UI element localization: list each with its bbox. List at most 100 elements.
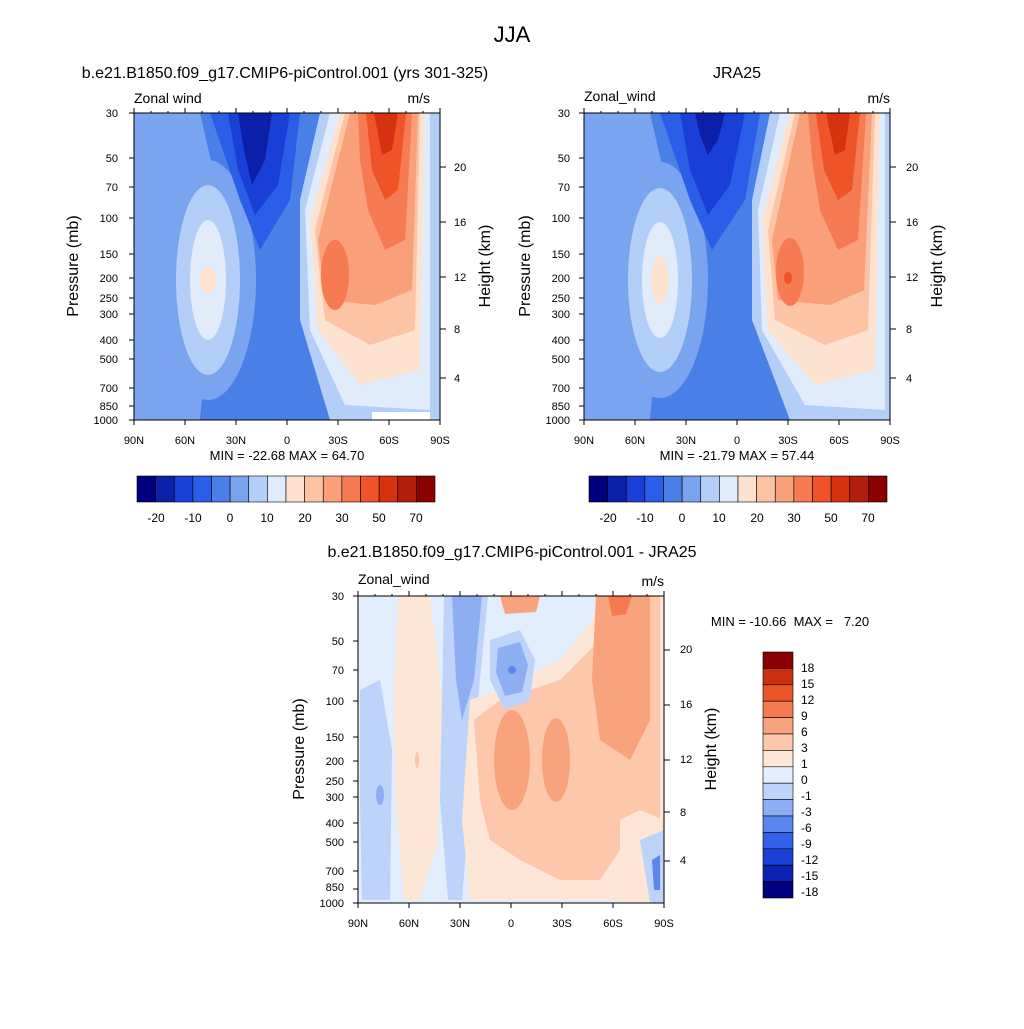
colorbar-bin <box>737 475 757 503</box>
y-tick-100: 100 <box>552 213 570 225</box>
x-tick-90n: 90N <box>348 918 368 930</box>
x-tick-60s: 60S <box>603 918 623 930</box>
colorbar-bin <box>607 475 627 503</box>
field-blob-5 <box>500 596 540 614</box>
x-tick-90s: 90S <box>430 435 450 447</box>
colorbar-bin <box>762 766 794 784</box>
x-tick-30n: 30N <box>450 918 470 930</box>
y-tick-700: 700 <box>552 383 570 395</box>
y-tick-50: 50 <box>558 153 570 165</box>
y2-tick-4: 4 <box>680 855 686 867</box>
colorbar-bin <box>762 651 794 669</box>
x-tick-30s: 30S <box>552 918 572 930</box>
x-tick-90n: 90N <box>124 435 144 447</box>
colorbar-bin <box>762 864 794 882</box>
panel-diff-y2-ticks: 20 16 12 8 4 <box>680 644 692 867</box>
y-tick-500: 500 <box>552 354 570 366</box>
panel-obs-units: m/s <box>867 90 890 106</box>
colorbar-bin <box>625 475 646 503</box>
field-blob-4 <box>608 596 632 616</box>
x-tick-30n: 30N <box>226 435 246 447</box>
field-band-4 <box>452 596 482 720</box>
y2-tick-8: 8 <box>454 324 460 336</box>
panel-obs-colorbar-labels: -20 -10 0 10 20 30 50 70 <box>599 511 875 525</box>
cbar-label-3: 0 <box>227 511 234 525</box>
field-spot-1 <box>376 785 384 805</box>
y-tick-850: 850 <box>100 401 118 413</box>
cbar-label-neg1: -1 <box>801 789 812 803</box>
x-tick-60n: 60N <box>399 918 419 930</box>
panel-diff-colorbar-labels: 18 15 12 9 6 3 1 0 -1 -3 -6 -9 -12 -15 -… <box>801 661 819 899</box>
cbar-label-8: 70 <box>409 511 423 525</box>
y-tick-250: 250 <box>326 776 344 788</box>
field-westerly-7 <box>321 240 349 310</box>
y-tick-200: 200 <box>552 273 570 285</box>
cbar-label-4: 10 <box>712 511 726 525</box>
cbar-label-12: 12 <box>801 693 815 707</box>
y-tick-100: 100 <box>326 696 344 708</box>
y-tick-400: 400 <box>552 335 570 347</box>
field-low-core <box>508 666 516 674</box>
y-tick-50: 50 <box>332 636 344 648</box>
colorbar-bin <box>762 684 794 702</box>
y-tick-300: 300 <box>100 309 118 321</box>
field-westerly-8 <box>366 113 406 200</box>
cbar-label-neg9: -9 <box>801 837 812 851</box>
cbar-label-1: -20 <box>147 511 165 525</box>
cbar-label-3: 0 <box>679 511 686 525</box>
y-tick-500: 500 <box>100 354 118 366</box>
field-band-2 <box>394 596 442 900</box>
y2-tick-4: 4 <box>454 373 460 385</box>
y-tick-700: 700 <box>100 383 118 395</box>
colorbar-bin <box>762 750 794 768</box>
colorbar-bin <box>322 475 343 503</box>
colorbar-bin <box>248 475 268 503</box>
panel-obs: JRA25 Zonal_wind m/s 30 5 <box>517 65 946 525</box>
colorbar-bin <box>762 733 794 751</box>
panel-diff-ylabel: Pressure (mb) <box>291 698 308 799</box>
field-polar-jet-core <box>200 266 216 294</box>
panel-model: b.e21.B1850.f09_g17.CMIP6-piControl.001 … <box>65 65 494 525</box>
colorbar-bin <box>812 475 832 503</box>
colorbar-bin <box>378 475 399 503</box>
colorbar-bin <box>681 475 702 503</box>
colorbar-bin <box>762 815 794 833</box>
field-westerly-9 <box>826 113 850 155</box>
x-tick-60s: 60S <box>829 435 849 447</box>
panel-obs-x-ticks: 90N 60N 30N 0 30S 60S 90S <box>574 435 900 447</box>
panel-model-colorbar <box>136 475 436 503</box>
colorbar-bin <box>136 475 156 503</box>
panel-diff: b.e21.B1850.f09_g17.CMIP6-piControl.001 … <box>291 544 869 930</box>
cbar-label-neg12: -12 <box>801 853 819 867</box>
cbar-label-2: -10 <box>636 511 654 525</box>
y2-tick-16: 16 <box>906 217 918 229</box>
field-westerly-7 <box>776 238 804 306</box>
colorbar-bin <box>285 475 305 503</box>
field-spot-2 <box>415 752 419 768</box>
tick-marks <box>129 108 446 425</box>
field-westerly-8 <box>816 113 860 200</box>
x-tick-0: 0 <box>284 435 290 447</box>
cbar-label-1: -20 <box>599 511 617 525</box>
x-tick-90n: 90N <box>574 435 594 447</box>
colorbar-bin <box>719 475 739 503</box>
y-tick-30: 30 <box>558 108 570 120</box>
panel-obs-field <box>584 113 890 420</box>
y-tick-30: 30 <box>106 108 118 120</box>
panel-model-x-ticks: 90N 60N 30N 0 30S 60S 90S <box>124 435 450 447</box>
y-tick-300: 300 <box>326 792 344 804</box>
panel-obs-y-ticks: 30 50 70 100 150 200 250 300 400 500 700… <box>546 108 570 427</box>
y-tick-400: 400 <box>326 818 344 830</box>
x-tick-60n: 60N <box>625 435 645 447</box>
y-tick-30: 30 <box>332 591 344 603</box>
panel-model-y2label: Height (km) <box>477 225 494 308</box>
panel-model-y-ticks: 30 50 70 100 150 200 250 300 400 500 700… <box>94 108 118 427</box>
x-tick-30s: 30S <box>778 435 798 447</box>
x-tick-0: 0 <box>734 435 740 447</box>
panel-diff-field <box>358 596 664 903</box>
y-tick-100: 100 <box>100 213 118 225</box>
colorbar-bin <box>849 475 869 503</box>
y-tick-850: 850 <box>326 882 344 894</box>
y-tick-150: 150 <box>326 732 344 744</box>
